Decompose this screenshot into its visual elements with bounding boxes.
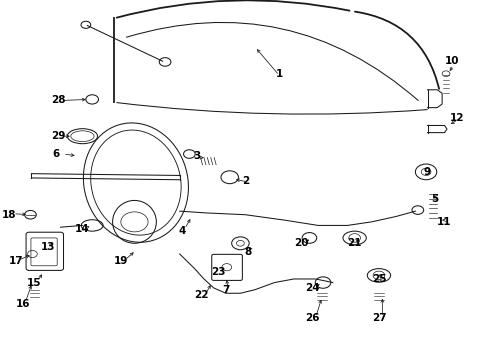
Text: 14: 14 bbox=[75, 224, 90, 234]
Text: 16: 16 bbox=[16, 299, 30, 309]
Text: 17: 17 bbox=[8, 256, 23, 266]
Text: 28: 28 bbox=[51, 95, 65, 105]
Text: 22: 22 bbox=[194, 290, 208, 300]
Text: 21: 21 bbox=[346, 238, 361, 248]
Text: 13: 13 bbox=[41, 242, 56, 252]
Text: 19: 19 bbox=[114, 256, 128, 266]
Text: 3: 3 bbox=[193, 151, 200, 161]
Text: 10: 10 bbox=[444, 56, 458, 66]
Text: 20: 20 bbox=[293, 238, 308, 248]
Text: 24: 24 bbox=[305, 283, 319, 293]
Text: 27: 27 bbox=[371, 313, 386, 323]
Text: 23: 23 bbox=[211, 267, 225, 277]
Text: 5: 5 bbox=[430, 194, 438, 204]
Text: 15: 15 bbox=[26, 278, 41, 288]
Text: 7: 7 bbox=[222, 285, 229, 295]
Text: 11: 11 bbox=[436, 217, 451, 227]
Text: 2: 2 bbox=[241, 176, 248, 186]
Text: 6: 6 bbox=[52, 149, 59, 159]
Text: 26: 26 bbox=[305, 313, 319, 323]
Text: 18: 18 bbox=[2, 210, 17, 220]
Text: 8: 8 bbox=[244, 247, 251, 257]
Text: 4: 4 bbox=[178, 226, 185, 236]
Text: 25: 25 bbox=[371, 274, 386, 284]
Text: 12: 12 bbox=[448, 113, 463, 123]
Text: 9: 9 bbox=[423, 167, 430, 177]
Text: 29: 29 bbox=[51, 131, 65, 141]
Text: 1: 1 bbox=[275, 69, 283, 79]
